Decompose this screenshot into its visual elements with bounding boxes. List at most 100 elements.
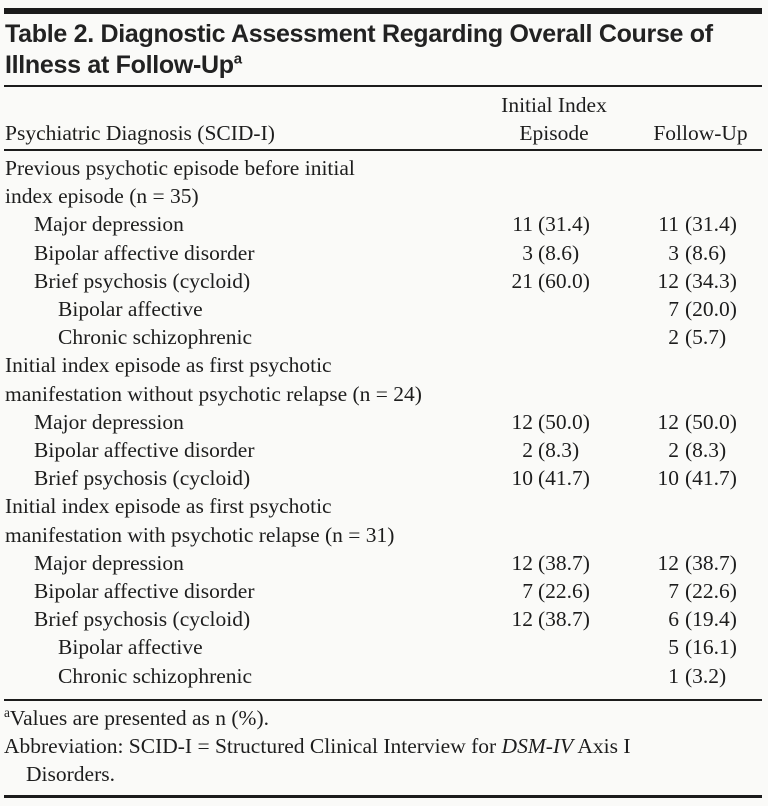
initial-index-cell: 7 (22.6) — [459, 577, 629, 605]
footnote-abbreviation: Abbreviation: SCID-I = Structured Clinic… — [4, 732, 762, 760]
follow-up-cell: 3 (8.6) — [629, 239, 762, 267]
value-n — [629, 521, 679, 549]
follow-up-cell — [629, 182, 762, 210]
row-label: Initial index episode as first psychotic — [5, 494, 332, 519]
value-n: 12 — [657, 550, 680, 575]
footnote-a-marker: a — [4, 704, 10, 720]
table-row: Brief psychosis (cycloid) 10 (41.7) 10 (41… — [4, 464, 762, 492]
row-label: Brief psychosis (cycloid) — [34, 466, 251, 491]
table-row: index episode (n = 35) — [4, 182, 762, 210]
top-rule — [4, 8, 762, 14]
column-header-initial-index-line1: Initial Index — [501, 93, 607, 117]
value-n: 7 — [522, 579, 533, 604]
follow-up-cell: 12 (34.3) — [629, 267, 762, 295]
row-label: Previous psychotic episode before initia… — [5, 156, 355, 180]
value-pct: (60.0) — [538, 268, 590, 293]
value-n: 11 — [658, 212, 679, 237]
value-n — [629, 182, 679, 210]
bottom-rule — [4, 794, 762, 798]
row-label: Major depression — [34, 550, 184, 575]
footnote-abbrev-italic: DSM-IV — [501, 733, 574, 758]
row-label: Chronic schizophrenic — [58, 325, 253, 350]
initial-index-cell — [459, 380, 629, 408]
column-headers: Psychiatric Diagnosis (SCID-I) Initial I… — [4, 87, 762, 149]
follow-up-cell: 7 (22.6) — [629, 577, 762, 605]
table-title: Table 2. Diagnostic Assessment Regarding… — [4, 14, 762, 85]
value-pct: (31.4) — [685, 212, 737, 237]
value-pct: (22.6) — [685, 579, 737, 604]
initial-index-cell — [459, 662, 629, 690]
initial-index-cell — [459, 492, 629, 520]
value-n — [459, 521, 533, 549]
initial-index-cell — [459, 154, 629, 182]
value-n — [459, 633, 533, 661]
value-n: 2 — [668, 438, 679, 463]
value-n — [459, 492, 533, 520]
row-label: Major depression — [34, 212, 184, 237]
initial-index-cell: 12 (50.0) — [459, 408, 629, 436]
follow-up-cell — [629, 154, 762, 182]
row-label: Bipolar affective disorder — [34, 579, 255, 604]
initial-index-cell — [459, 351, 629, 379]
follow-up-cell: 1 (3.2) — [629, 662, 762, 690]
footnote-abbrev-pre: Abbreviation: SCID-I = Structured Clinic… — [4, 733, 502, 758]
value-pct: (34.3) — [685, 268, 737, 293]
row-label: Brief psychosis (cycloid) — [34, 268, 251, 293]
table-row: Bipolar affective 7 (20.0) — [4, 295, 762, 323]
initial-index-cell: 21 (60.0) — [459, 267, 629, 295]
row-label: Chronic schizophrenic — [58, 663, 253, 688]
value-n: 10 — [511, 466, 534, 491]
follow-up-cell: 12 (50.0) — [629, 408, 762, 436]
value-pct: (50.0) — [685, 409, 737, 434]
follow-up-cell: 5 (16.1) — [629, 633, 762, 661]
initial-index-cell: 12 (38.7) — [459, 549, 629, 577]
value-n: 7 — [668, 297, 679, 322]
value-pct: (8.6) — [685, 240, 727, 265]
table-row: Bipolar affective disorder 2 (8.3) 2 (8.3) — [4, 436, 762, 464]
table-row: manifestation without psychotic relapse … — [4, 380, 762, 408]
value-n: 12 — [511, 550, 534, 575]
row-label: manifestation without psychotic relapse … — [5, 381, 422, 406]
row-label: Bipolar affective — [58, 297, 203, 322]
value-n: 12 — [657, 268, 680, 293]
value-n — [629, 351, 679, 379]
initial-index-cell: 12 (38.7) — [459, 605, 629, 633]
follow-up-cell — [629, 380, 762, 408]
follow-up-cell: 7 (20.0) — [629, 295, 762, 323]
follow-up-cell: 11 (31.4) — [629, 210, 762, 238]
follow-up-cell — [629, 521, 762, 549]
column-header-follow-up: Follow-Up — [653, 121, 748, 145]
value-n — [459, 662, 533, 690]
table-row: manifestation with psychotic relapse (n … — [4, 521, 762, 549]
follow-up-cell: 10 (41.7) — [629, 464, 762, 492]
table-row: Major depression 12 (38.7) 12 (38.7) — [4, 549, 762, 577]
value-n — [459, 154, 533, 182]
follow-up-cell: 12 (38.7) — [629, 549, 762, 577]
value-n — [459, 380, 533, 408]
footnote-a: aValues are presented as n (%). — [4, 704, 762, 732]
initial-index-cell: 10 (41.7) — [459, 464, 629, 492]
value-n: 3 — [668, 240, 679, 265]
value-n — [459, 182, 533, 210]
column-header-diagnosis: Psychiatric Diagnosis (SCID-I) — [5, 121, 275, 145]
value-pct: (8.3) — [685, 438, 727, 463]
value-pct: (3.2) — [685, 663, 727, 688]
value-n: 12 — [511, 409, 534, 434]
initial-index-cell — [459, 521, 629, 549]
row-label: manifestation with psychotic relapse (n … — [5, 522, 395, 547]
title-rule — [4, 85, 762, 87]
value-pct: (50.0) — [538, 409, 590, 434]
value-n — [629, 154, 679, 182]
column-header-initial-index-line2: Episode — [519, 121, 589, 145]
table-row: Major depression 12 (50.0) 12 (50.0) — [4, 408, 762, 436]
initial-index-cell — [459, 295, 629, 323]
follow-up-cell: 2 (5.7) — [629, 323, 762, 351]
row-label: Initial index episode as first psychotic — [5, 353, 332, 378]
value-n: 21 — [511, 268, 534, 293]
table-row: Chronic schizophrenic 1 (3.2) — [4, 662, 762, 690]
value-pct: (8.3) — [538, 438, 580, 463]
value-pct: (8.6) — [538, 240, 580, 265]
initial-index-cell: 11 (31.4) — [459, 210, 629, 238]
initial-index-cell — [459, 633, 629, 661]
